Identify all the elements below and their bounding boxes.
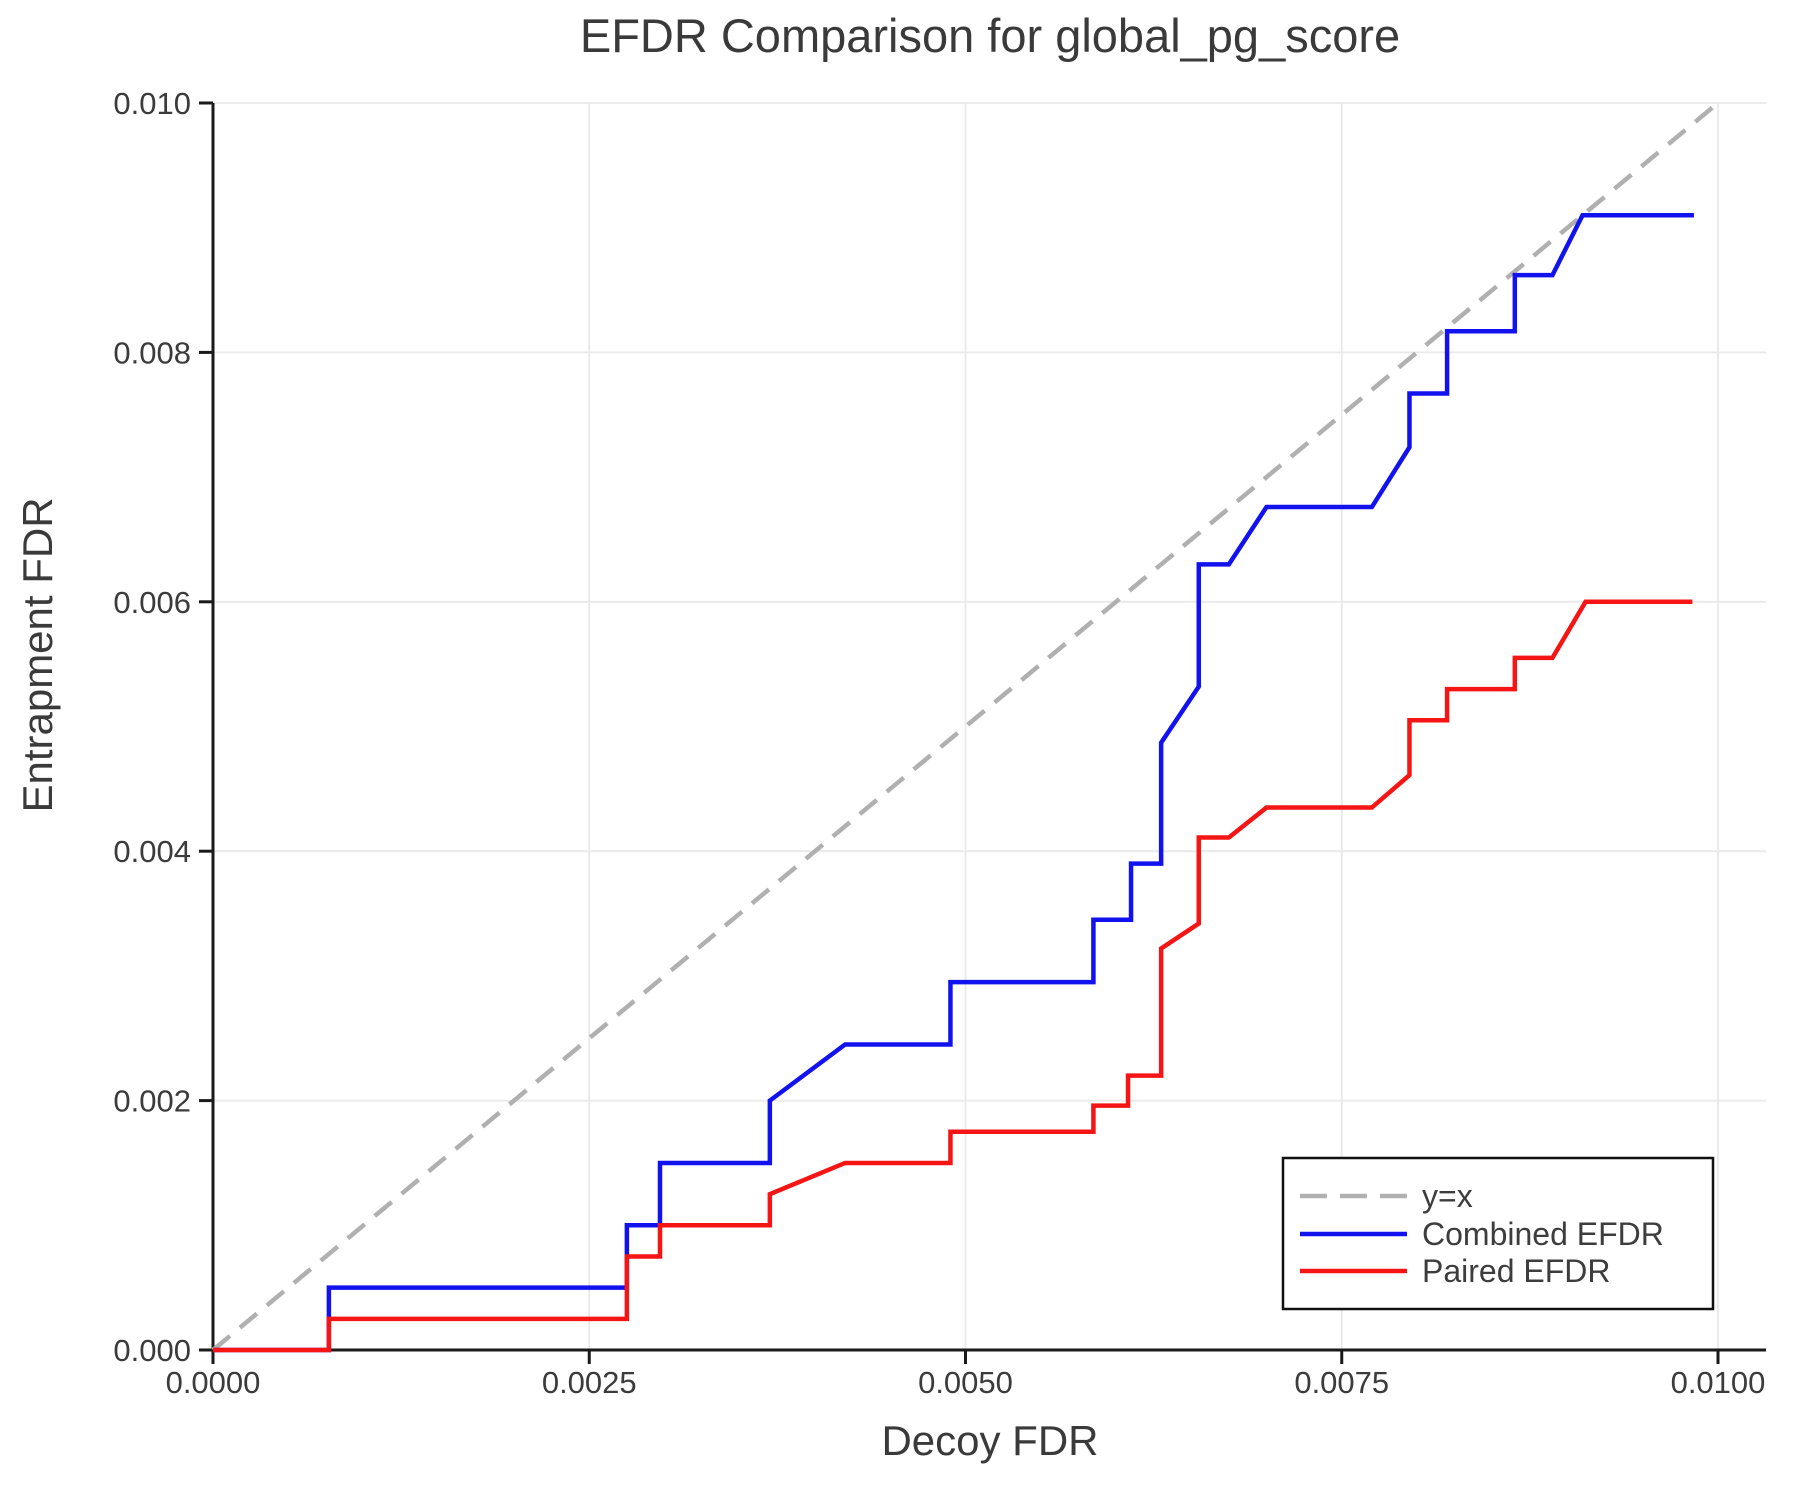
series-lines [211, 101, 1720, 1353]
y-tick-label: 0.000 [113, 1333, 191, 1368]
y-tick-label: 0.006 [113, 585, 191, 620]
y-tick-label: 0.008 [113, 335, 191, 370]
legend: y=x Combined EFDR Paired EFDR [1281, 1156, 1715, 1311]
legend-label-yx: y=x [1422, 1178, 1473, 1214]
legend-label-paired-efdr: Paired EFDR [1422, 1253, 1611, 1289]
legend-label-combined-efdr: Combined EFDR [1422, 1216, 1664, 1252]
chart-title: EFDR Comparison for global_pg_score [580, 9, 1400, 62]
y-axis-label: Entrapment FDR [14, 497, 61, 812]
series-y-x [211, 101, 1720, 1352]
x-tick-label: 0.0000 [166, 1365, 261, 1400]
x-tick-label: 0.0025 [542, 1365, 637, 1400]
y-tick-label: 0.010 [113, 86, 191, 121]
x-tick-label: 0.0075 [1294, 1365, 1389, 1400]
x-axis-label: Decoy FDR [881, 1417, 1098, 1464]
y-tick-label: 0.002 [113, 1084, 191, 1119]
y-tick-label: 0.004 [113, 834, 191, 869]
axes-spines [211, 103, 1766, 1352]
x-tick-label: 0.0050 [918, 1365, 1013, 1400]
x-tick-label: 0.0100 [1671, 1365, 1766, 1400]
axis-ticks: 0.0000 0.0025 0.0050 0.0075 0.0100 0.000 0.002… [113, 86, 1765, 1400]
series-paired-efdr [213, 599, 1693, 1353]
series-combined-efdr [213, 212, 1694, 1353]
